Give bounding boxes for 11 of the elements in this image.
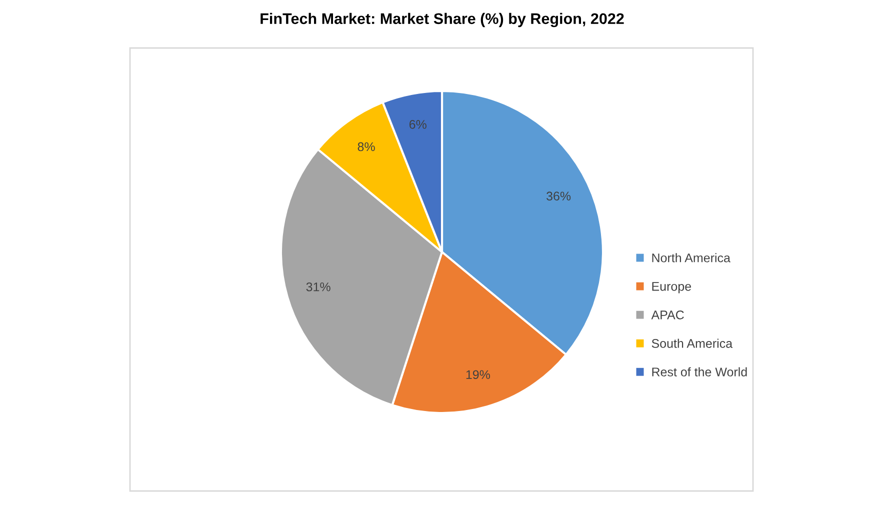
legend-label: APAC <box>651 310 684 320</box>
legend-label: South America <box>652 338 733 348</box>
data-label: 31% <box>306 282 330 292</box>
data-label: 19% <box>466 370 490 380</box>
legend-label: Europe <box>652 282 691 294</box>
legend-label: North America <box>652 253 730 262</box>
legend-label: Rest of the World <box>652 367 747 376</box>
data-label: 6% <box>409 120 426 129</box>
data-label: 8% <box>358 142 375 152</box>
chart-title: FinTech Market: Market Share (%) by Region, 2022 <box>260 12 624 28</box>
data-label: 36% <box>546 192 571 201</box>
